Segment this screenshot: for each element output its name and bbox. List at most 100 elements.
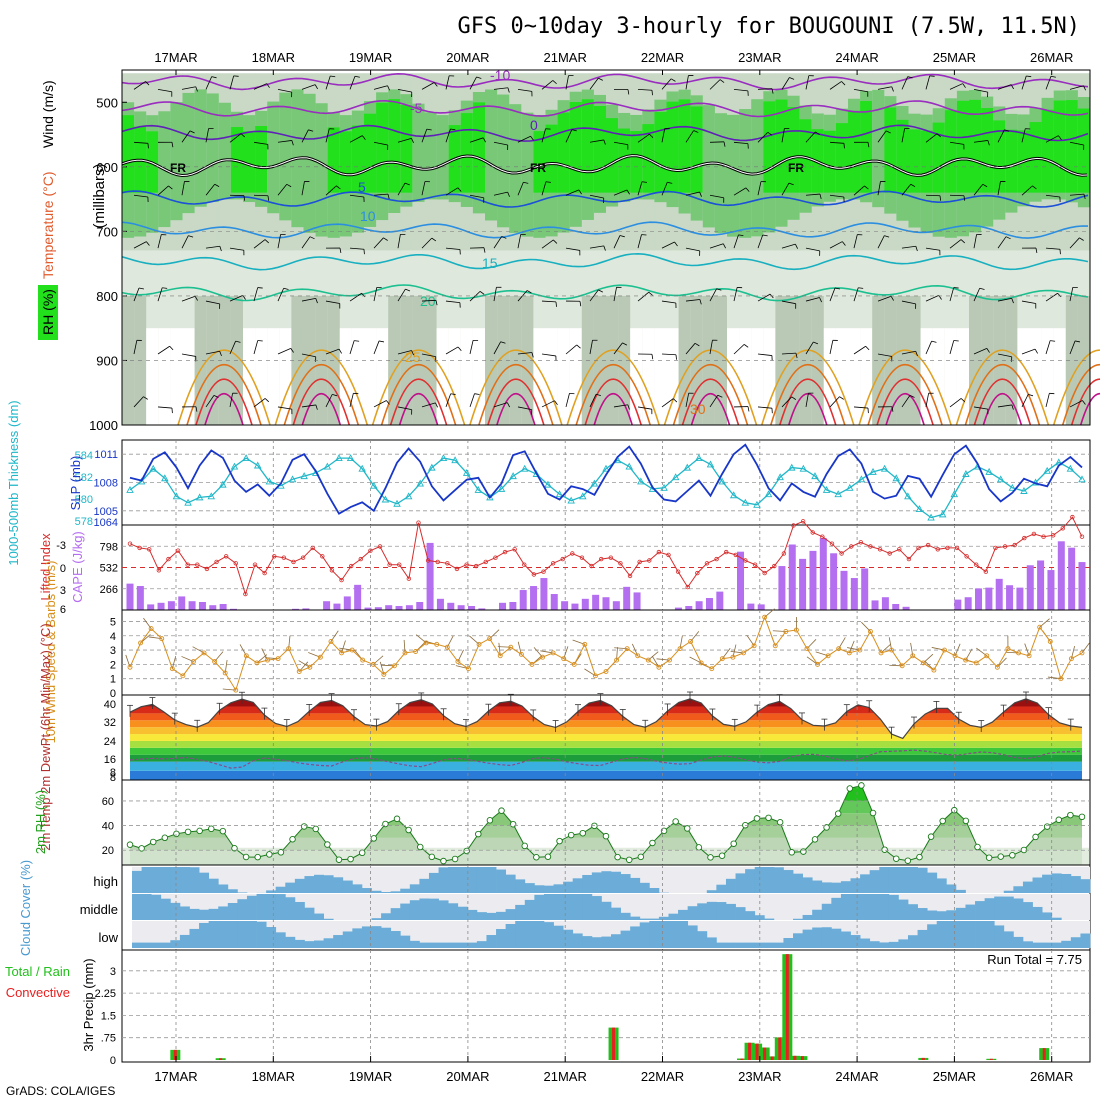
- wind-barb: [661, 78, 672, 90]
- wind-barb-flag: [213, 395, 219, 398]
- cloud-bar: [1013, 936, 1024, 948]
- wind-speed-point: [444, 644, 450, 650]
- cloud-bar: [381, 913, 392, 920]
- wind-barb-flag: [214, 183, 220, 188]
- cape-bar: [902, 606, 910, 610]
- wind-barb: [949, 239, 962, 249]
- cloud-bar: [668, 913, 679, 920]
- rh-cell: [751, 328, 764, 425]
- wind-barb-flag: [819, 193, 822, 199]
- wind-barb: [1045, 194, 1060, 198]
- wind-barb: [829, 194, 844, 198]
- wind-barb-flag: [651, 90, 653, 96]
- cloud-bar: [246, 895, 257, 920]
- rh-point: [533, 853, 540, 861]
- wind-barb: [493, 87, 508, 90]
- wind-barb: [829, 241, 843, 249]
- rh-cell: [533, 328, 546, 425]
- cloud-bar: [323, 875, 334, 893]
- cloud-bar: [371, 926, 382, 948]
- wind-barb: [949, 83, 963, 90]
- wind-tick-label: 0: [110, 688, 116, 700]
- cloud-bar: [553, 894, 564, 920]
- wind-axis-label: 10m Wind Speed & Barbs (m/s): [43, 561, 58, 744]
- rh-cell: [412, 103, 425, 202]
- cape-bar: [685, 606, 693, 610]
- isotherm-label: 25: [405, 349, 421, 365]
- rh-point: [335, 856, 343, 863]
- rh-cell: [932, 122, 946, 193]
- thickness-point: [764, 490, 773, 498]
- cloud-bar: [946, 910, 957, 920]
- wind-barb-flag: [138, 287, 144, 290]
- wind-barb-flag: [1050, 75, 1056, 78]
- cloud-bar: [218, 906, 229, 920]
- cloud-bar: [256, 921, 267, 948]
- wind-barb-flag: [526, 290, 532, 294]
- wind-barb: [205, 300, 220, 305]
- wind-speed-point: [180, 673, 186, 679]
- warm-isotherm-arc: [566, 349, 660, 426]
- cloud-bar: [563, 894, 574, 920]
- wind-barb-flag: [603, 245, 606, 251]
- wind-speed-point: [317, 654, 323, 660]
- cloud-bar: [457, 867, 468, 893]
- lifted-index-point: [339, 577, 344, 583]
- rh-point: [277, 849, 285, 856]
- wind-speed-point: [910, 653, 916, 659]
- lifted-index-point: [243, 591, 248, 597]
- lifted-index-point: [473, 563, 479, 569]
- rh-point: [660, 827, 668, 835]
- cloud-bar: [170, 940, 181, 948]
- cape-bar: [705, 598, 713, 610]
- cloud-bar: [227, 903, 238, 920]
- cloud-bar: [534, 885, 545, 893]
- cloud-bar: [409, 900, 420, 920]
- wind-speed-point: [265, 657, 270, 663]
- wind-barb-flag: [1083, 85, 1086, 91]
- thickness-point: [753, 500, 761, 508]
- cloud-bar: [409, 940, 420, 948]
- cloud-bar: [793, 918, 803, 920]
- cloud-bar: [975, 921, 986, 948]
- wind-speed-point: [254, 660, 260, 666]
- lifted-index-point: [685, 584, 690, 590]
- cloud-bar: [361, 926, 372, 948]
- wind-barb-flag: [795, 353, 798, 359]
- wind-barb-flag: [891, 406, 894, 412]
- temperature-band: [130, 727, 1082, 735]
- bottom-date-label: 24MAR: [835, 1069, 878, 1084]
- wind-barb: [973, 184, 984, 196]
- wind-barb: [757, 88, 773, 90]
- lifted-index-point: [512, 547, 517, 552]
- lifted-index-point: [820, 534, 825, 539]
- precip-convective-bar: [778, 1037, 782, 1060]
- wind-barb: [757, 132, 769, 143]
- cloud-bar: [400, 935, 411, 948]
- cloud-bar: [361, 888, 372, 893]
- temperature-tick-label: 8: [110, 772, 116, 784]
- lifted-index-point: [377, 544, 383, 549]
- cape-bar: [778, 566, 786, 610]
- wind-barb: [637, 291, 650, 302]
- cloud-bar: [189, 908, 200, 920]
- wind-barb-flag: [426, 128, 432, 131]
- cloud-bar: [314, 940, 324, 948]
- wind-barb: [685, 191, 700, 196]
- wind-barb-flag: [240, 133, 245, 138]
- cloud-bar: [304, 941, 315, 948]
- warm-isotherm-arc: [867, 363, 943, 426]
- wind-barb-flag: [189, 130, 195, 134]
- wind-barb: [637, 133, 650, 143]
- cloud-bar: [294, 939, 305, 948]
- wind-barb: [133, 81, 146, 90]
- wind-barb: [853, 345, 866, 355]
- lifted-index-point: [435, 559, 440, 565]
- wind-barb-flag: [619, 235, 625, 238]
- thickness-point: [207, 492, 216, 500]
- wind-speed-point: [381, 671, 387, 677]
- wind-barb-flag: [979, 287, 985, 290]
- cloud-bar: [179, 934, 190, 948]
- rh-cell: [182, 92, 196, 214]
